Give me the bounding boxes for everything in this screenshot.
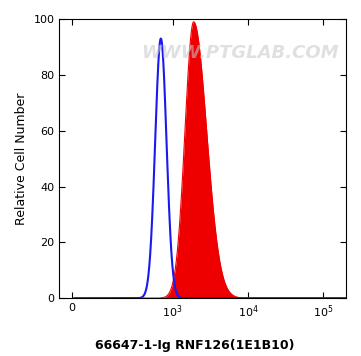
Y-axis label: Relative Cell Number: Relative Cell Number [15, 93, 28, 225]
Text: WWW.PTGLAB.COM: WWW.PTGLAB.COM [141, 43, 339, 62]
Text: 66647-1-Ig RNF126(1E1B10): 66647-1-Ig RNF126(1E1B10) [95, 339, 295, 352]
